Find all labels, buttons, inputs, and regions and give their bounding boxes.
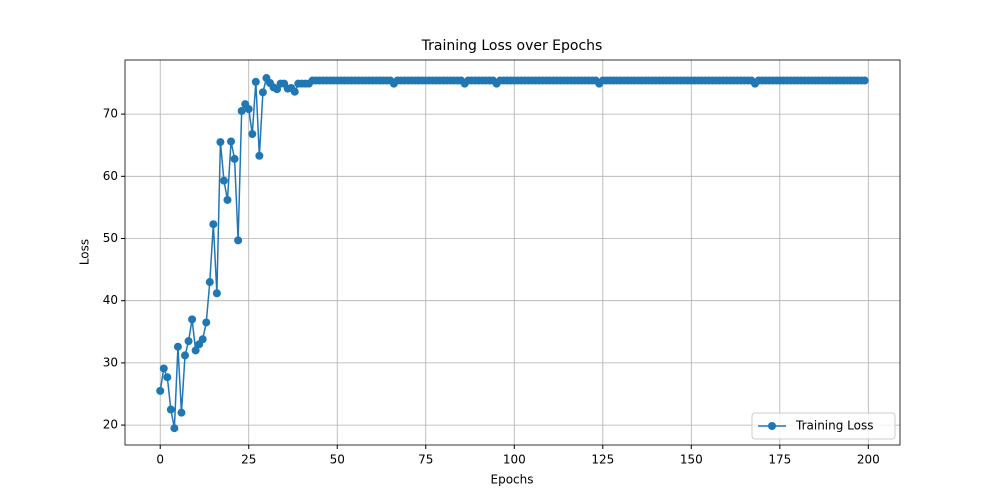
legend-marker [768,422,776,430]
chart-title: Training Loss over Epochs [421,38,603,54]
x-tick-label: 125 [591,453,614,467]
marker [258,88,267,97]
marker [234,236,243,245]
x-tick-label: 50 [330,453,345,467]
y-tick-label: 50 [103,231,118,245]
marker [860,76,869,85]
marker [209,220,218,229]
marker [181,351,190,360]
marker [219,176,228,185]
x-tick-label: 175 [768,453,791,467]
x-tick-label: 200 [857,453,880,467]
x-tick-label: 25 [241,453,256,467]
marker [290,87,299,96]
legend-box [751,412,896,440]
marker [230,154,239,163]
marker [202,318,211,327]
marker [166,405,175,414]
x-axis-label: Epochs [491,473,534,487]
marker [237,107,246,116]
marker [184,337,193,346]
marker [159,364,168,373]
x-tick-label: 75 [418,453,433,467]
marker [248,130,257,139]
marker [251,77,260,86]
y-tick-label: 20 [103,418,118,432]
marker [223,195,232,204]
marker [255,151,264,160]
x-tick-label: 150 [680,453,703,467]
x-tick-label: 100 [503,453,526,467]
marker [244,105,253,114]
y-tick-label: 60 [103,169,118,183]
marker [163,373,172,382]
y-tick-label: 30 [103,355,118,369]
marker [173,342,182,351]
marker [188,315,197,324]
marker [198,335,207,344]
marker [191,346,200,355]
legend-label: Training Loss [795,419,873,433]
marker [156,386,165,395]
y-tick-label: 70 [103,107,118,121]
marker [170,424,179,433]
marker [227,137,236,146]
plot-frame [124,59,901,446]
marker [212,289,221,298]
marker [205,278,214,287]
y-axis-label: Loss [78,239,92,265]
marker [177,408,186,417]
marker [216,138,225,147]
x-tick-label: 0 [156,453,164,467]
y-tick-label: 40 [103,293,118,307]
